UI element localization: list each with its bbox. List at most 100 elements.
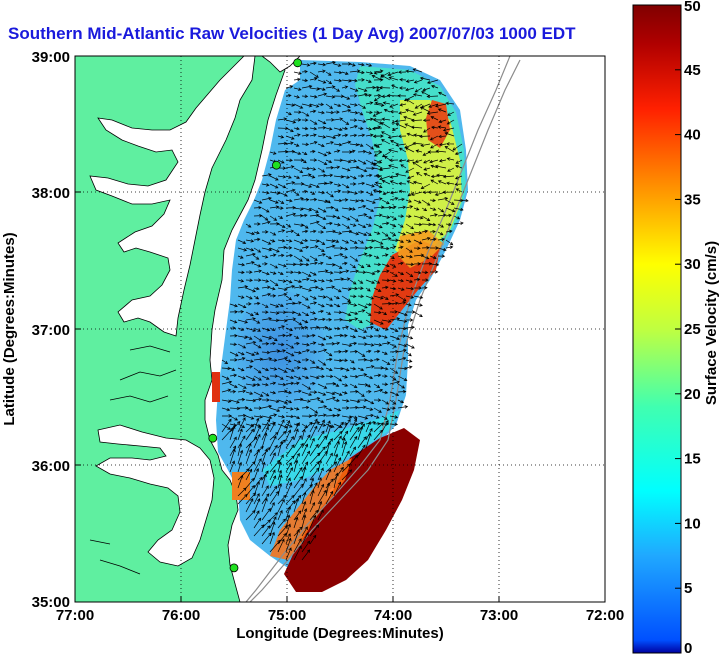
velocity-arrow: [293, 422, 300, 433]
velocity-arrow: [437, 197, 449, 201]
velocity-arrow: [381, 419, 389, 433]
velocity-arrow: [349, 199, 359, 203]
velocity-arrow: [365, 311, 372, 317]
velocity-arrow: [325, 60, 336, 65]
velocity-arrow: [325, 452, 333, 465]
velocity-arrow: [405, 279, 414, 283]
velocity-arrow: [301, 84, 313, 89]
velocity-arrow: [301, 271, 312, 277]
velocity-arrow: [383, 155, 391, 161]
velocity-arrow: [309, 425, 318, 441]
velocity-arrow: [293, 459, 299, 473]
velocity-arrow: [365, 325, 374, 330]
velocity-arrow: [397, 326, 408, 331]
velocity-arrow: [365, 432, 372, 449]
velocity-arrow: [398, 147, 407, 153]
velocity-arrow: [357, 421, 364, 425]
velocity-arrow: [413, 207, 420, 211]
velocity-arrow: [293, 538, 302, 553]
velocity-arrow: [389, 110, 399, 114]
velocity-arrow: [269, 485, 278, 497]
velocity-arrow: [301, 540, 311, 553]
colorbar-tick-label: 25: [684, 321, 701, 338]
velocity-arrow: [277, 325, 286, 329]
velocity-arrow: [293, 494, 302, 505]
velocity-arrow: [245, 270, 253, 274]
velocity-arrow: [325, 391, 336, 396]
velocity-arrow: [445, 207, 456, 213]
velocity-arrow: [301, 428, 306, 441]
velocity-arrow: [229, 303, 238, 308]
velocity-arrow: [373, 143, 383, 147]
velocity-arrow: [269, 175, 279, 181]
velocity-arrow: [301, 508, 308, 521]
velocity-arrow: [325, 367, 333, 372]
velocity-arrow: [309, 126, 318, 131]
velocity-arrow: [341, 269, 350, 273]
velocity-arrow: [253, 263, 262, 268]
velocity-arrow: [341, 318, 353, 323]
velocity-arrow: [293, 435, 302, 449]
velocity-arrow: [349, 303, 358, 307]
velocity-arrow: [293, 397, 304, 402]
velocity-arrow: [357, 252, 368, 257]
velocity-arrow: [229, 342, 238, 347]
velocity-arrow: [357, 198, 365, 203]
velocity-arrow: [269, 279, 279, 287]
velocity-arrow: [407, 191, 415, 197]
velocity-arrow: [403, 95, 415, 102]
velocity-arrow: [405, 223, 415, 230]
velocity-arrow: [317, 405, 328, 409]
velocity-arrow: [349, 63, 356, 67]
velocity-arrow: [412, 93, 423, 97]
velocity-arrow: [349, 118, 358, 122]
velocity-arrow: [389, 317, 401, 321]
bathymetry-contour: [245, 56, 511, 602]
velocity-arrow: [253, 319, 261, 324]
velocity-arrow: [277, 430, 287, 441]
velocity-arrow: [397, 366, 408, 371]
velocity-arrow: [341, 383, 349, 387]
velocity-arrow: [341, 349, 349, 354]
velocity-arrow: [317, 135, 327, 139]
velocity-arrow: [373, 429, 383, 441]
velocity-arrow: [435, 103, 447, 108]
velocity-arrow: [341, 406, 350, 410]
velocity-arrow: [365, 399, 375, 405]
velocity-arrow: [447, 167, 455, 172]
velocity-arrow: [253, 415, 263, 419]
velocity-arrow: [309, 103, 320, 108]
velocity-arrow: [269, 413, 278, 417]
velocity-arrow: [406, 180, 415, 185]
velocity-arrow: [325, 285, 336, 289]
velocity-arrow: [317, 303, 325, 308]
velocity-arrow: [373, 373, 382, 378]
velocity-arrow: [309, 61, 317, 66]
velocity-arrow: [293, 126, 300, 131]
velocity-arrow: [245, 261, 255, 265]
velocity-arrow: [317, 342, 325, 347]
velocity-arrow: [293, 335, 300, 339]
velocity-arrow: [253, 467, 260, 481]
velocity-arrow: [349, 78, 358, 83]
velocity-arrow: [373, 343, 383, 347]
velocity-arrow: [389, 293, 400, 297]
velocity-arrow: [269, 390, 277, 395]
velocity-arrow: [325, 221, 333, 226]
velocity-arrow: [333, 277, 345, 281]
velocity-arrow: [397, 383, 406, 389]
velocity-arrow: [301, 319, 309, 324]
velocity-arrow: [253, 231, 260, 235]
velocity-arrow: [373, 213, 383, 217]
velocity-arrow: [309, 489, 315, 505]
velocity-arrow: [403, 115, 415, 121]
velocity-arrow: [413, 277, 421, 282]
velocity-arrow: [285, 85, 294, 89]
velocity-arrow: [237, 417, 246, 433]
velocity-arrow: [349, 269, 359, 273]
velocity-arrow: [437, 125, 447, 129]
velocity-arrow: [277, 117, 288, 121]
velocity-arrow: [373, 239, 384, 245]
x-tick-label: 76:00: [162, 607, 200, 624]
velocity-arrow: [365, 133, 374, 137]
